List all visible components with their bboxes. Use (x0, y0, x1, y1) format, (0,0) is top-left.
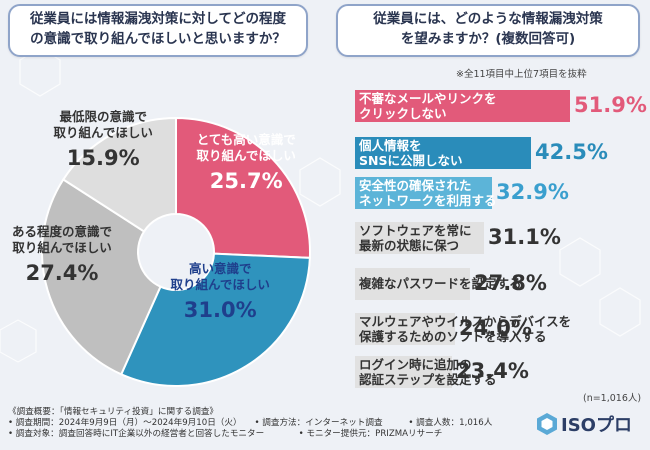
top-items-note: ※全11項目中上位7項目を抜粋 (456, 69, 587, 80)
bar-row: 複雑なパスワードを設定する 27.8% (355, 268, 645, 300)
bar-row: 不審なメールやリンクを クリックしない 51.9% (355, 90, 647, 122)
left-question-box: 従業員には情報漏洩対策に対してどの程度 の意識で取り組んでほしいと思いますか？ (8, 4, 308, 57)
bar-label: マルウェアやウイルスからデバイスを 保護するためのソフトを導入する (359, 314, 571, 344)
bar-label: 個人情報を SNSに公開しない (359, 138, 462, 168)
bar (355, 268, 470, 300)
bar-label-line: ソフトウェアを常に (359, 223, 472, 238)
pie-label-text: 取り組んでほしい (53, 125, 153, 140)
pie-label-very-high: とても高い意識で 取り組んでほしい 25.7% (197, 132, 296, 195)
bar-label-line: マルウェアやウイルスからデバイスを (359, 314, 572, 329)
bar (355, 90, 570, 122)
bar (355, 137, 531, 169)
bar-value: 23.4% (456, 359, 529, 383)
bar-label-line: 個人情報を (359, 138, 422, 153)
left-question-line-1: 従業員には情報漏洩対策に対してどの程度 (29, 11, 287, 27)
logo-text: ISOプロ (561, 415, 632, 436)
bar-value: 31.1% (488, 225, 561, 249)
pie-label-text: とても高い意識で (196, 132, 296, 147)
bar-row: ログイン時に追加の 認証ステップを設定する 23.4% (355, 356, 645, 388)
bar-value: 51.9% (574, 93, 647, 117)
bar-label-line: 不審なメールやリンクを (359, 91, 497, 106)
pie-slice-high (119, 252, 311, 387)
bar (355, 177, 492, 209)
pie-label-text: 最低限の意識で (59, 109, 147, 124)
bar-label-line: ログイン時に追加の (359, 357, 472, 372)
isopro-logo: ISOプロ (536, 411, 632, 437)
bar-label-line: クリックしない (359, 106, 447, 121)
bar (355, 356, 452, 388)
pie-slice-very-high (175, 116, 311, 259)
bar-label: ログイン時に追加の 認証ステップを設定する (359, 357, 497, 387)
survey-footer: 《調査概要：「情報セキュリティ投資」に関する調査》 • 調査期間：2024年9月… (8, 407, 492, 440)
bar-label: ソフトウェアを常に 最新の状態に保つ (359, 223, 472, 253)
pie-label-text: ある程度の意識で (12, 224, 113, 239)
right-question-box: 従業員には、どのような情報漏洩対策 を望みますか？(複数回答可) (336, 4, 640, 57)
bar-value: 32.9% (496, 180, 569, 204)
bar-label: 不審なメールやリンクを クリックしない (359, 91, 497, 121)
bar-row: 安全性の確保された ネットワークを利用する 32.9% (355, 177, 645, 209)
pie-label-text: 高い意識で (188, 261, 252, 276)
footer-line-2: • 調査期間：2024年9月9日（月）～2024年9月10日（火） • 調査方法… (8, 418, 493, 428)
bar-row: マルウェアやウイルスからデバイスを 保護するためのソフトを導入する 24.0% (355, 313, 645, 345)
hexagon-logo-icon (537, 413, 557, 435)
pie-slice-moderate (41, 178, 162, 376)
sample-size: (n=1,016人) (583, 393, 642, 404)
bar-value: 24.0% (459, 316, 532, 340)
right-question-line-1: 従業員には、どのような情報漏洩対策 (373, 11, 603, 27)
bar-label-line: ネットワークを利用する (359, 193, 497, 208)
footer-line-3: • 調査対象：調査回答時にIT企業以外の経営者と回答したモニター • モニター提… (8, 429, 443, 439)
footer-line-1: 《調査概要：「情報セキュリティ投資」に関する調査》 (8, 407, 219, 417)
pie-value: 25.7% (209, 169, 283, 193)
bar-label: 複雑なパスワードを設定する (359, 276, 522, 291)
pie-label-minimum: 最低限の意識で 取り組んでほしい 15.9% (54, 109, 153, 172)
bar-label-line: SNSに公開しない (359, 153, 463, 168)
pie-value: 31.0% (183, 298, 257, 322)
bar (355, 222, 484, 254)
bar-label-line: 最新の状態に保つ (359, 238, 460, 253)
bar (355, 313, 455, 345)
bar-value: 42.5% (535, 140, 608, 164)
bar-label-line: 保護するためのソフトを導入する (359, 329, 547, 344)
pie-label-text: 取り組んでほしい (12, 240, 112, 255)
bar-label-line: 安全性の確保された (359, 178, 472, 193)
pie-slice-minimum (61, 116, 177, 233)
right-question-line-2: を望みますか？(複数回答可) (400, 31, 576, 47)
bar-label: 安全性の確保された ネットワークを利用する (359, 178, 497, 208)
pie-label-text: 取り組んでほしい (170, 277, 270, 292)
bar-value: 27.8% (474, 271, 547, 295)
bar-label-line: 複雑なパスワードを設定する (359, 276, 522, 291)
pie-label-moderate: ある程度の意識で 取り組んでほしい 27.4% (12, 224, 112, 287)
bar-row: 個人情報を SNSに公開しない 42.5% (355, 137, 645, 169)
bar-row: ソフトウェアを常に 最新の状態に保つ 31.1% (355, 222, 645, 254)
bar-label-line: 認証ステップを設定する (359, 372, 497, 387)
pie-value: 15.9% (66, 146, 140, 170)
pie-label-text: 取り組んでほしい (196, 148, 296, 163)
pie-label-high: 高い意識で 取り組んでほしい 31.0% (171, 261, 270, 324)
pie-value: 27.4% (25, 261, 99, 285)
left-question-line-2: の意識で取り組んでほしいと思いますか？ (30, 31, 286, 47)
